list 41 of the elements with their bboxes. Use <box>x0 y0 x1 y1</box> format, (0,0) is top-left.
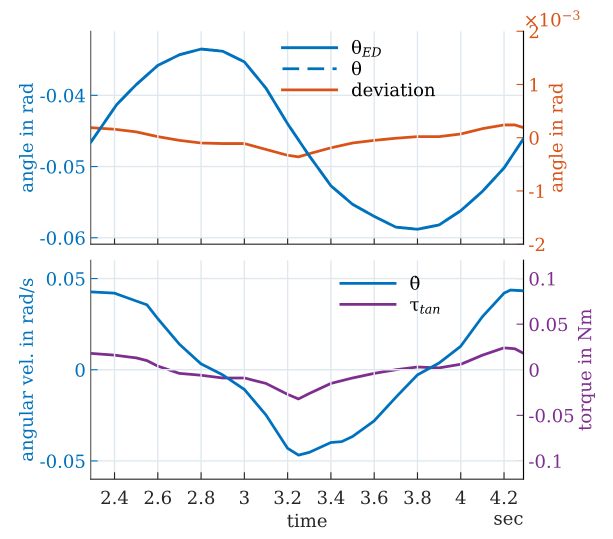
y2-tick-label: -2 <box>529 238 544 252</box>
y2-tick-label: -0.05 <box>529 408 574 422</box>
y-tick-label: -0.04 <box>40 88 85 102</box>
y2-tick-label: 1 <box>530 78 538 92</box>
x-tick-label: 2.8 <box>188 490 214 504</box>
y2-tick-label: -1 <box>529 184 544 198</box>
text: sec <box>494 515 523 525</box>
line-series <box>90 288 524 456</box>
y-tick-label: 0 <box>76 363 85 377</box>
y2-axis-title: angle in rad <box>548 83 566 192</box>
line-series <box>90 124 524 158</box>
legend-label: θ$_{ED}$ <box>352 40 381 57</box>
y2-tick-label: 0.1 <box>530 272 555 286</box>
y-axis-title: angular vel. in rad/s <box>19 278 37 461</box>
y2-axis-title: torque in Nm <box>578 309 595 430</box>
y2-tick-label: -0.1 <box>529 454 561 468</box>
x-tick-label: 4 <box>456 490 466 504</box>
y2-tick-label: 0.05 <box>530 318 568 332</box>
x-tick-label: 3.8 <box>404 490 431 504</box>
y2-tick-label: 0 <box>530 131 539 145</box>
x-tick-label: 3.6 <box>361 490 388 504</box>
x-tick-label: 2.6 <box>144 490 172 504</box>
y-tick-label: 0.05 <box>46 272 84 286</box>
x-tick-label: 3.2 <box>274 490 300 504</box>
legend-label: τ$_{tan}$ <box>410 301 440 314</box>
y2-tick-label: 0 <box>530 363 539 377</box>
y2-tick-label: 2 <box>530 24 538 38</box>
x-axis-title: time <box>287 514 327 528</box>
text: ×10$^{−3}$ <box>526 10 580 27</box>
line-series <box>90 346 524 400</box>
legend-label: deviation <box>352 82 436 96</box>
x-tick-label: 3.4 <box>318 490 344 504</box>
y-tick-label: -0.05 <box>40 454 84 468</box>
legend-label: θ <box>352 61 362 76</box>
x-tick-label: 4.2 <box>490 490 517 504</box>
legend-label: θ̇ <box>410 276 420 290</box>
x-tick-label: 3 <box>240 490 249 504</box>
x-tick-label: 2.4 <box>101 490 128 504</box>
y-axis-title: angle in rad <box>19 83 37 192</box>
y-tick-label: -0.06 <box>40 231 85 245</box>
y-tick-label: -0.05 <box>40 160 84 174</box>
